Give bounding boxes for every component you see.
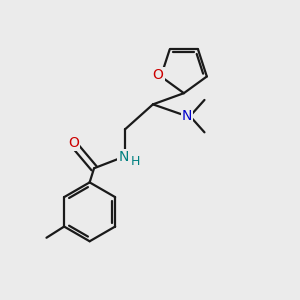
Text: N: N — [182, 109, 192, 123]
Text: N: N — [118, 150, 129, 164]
Text: O: O — [68, 136, 79, 150]
Text: O: O — [152, 68, 164, 82]
Text: H: H — [130, 155, 140, 168]
